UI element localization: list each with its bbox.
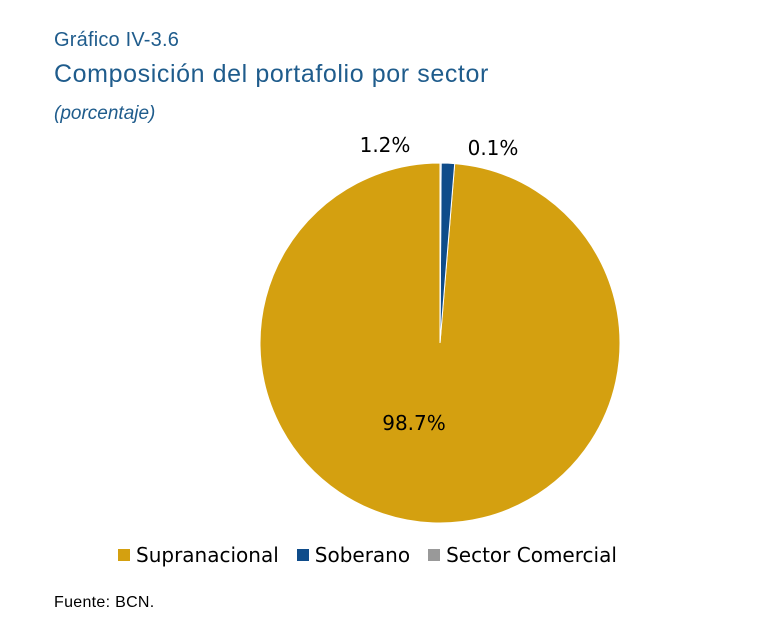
chart-title: Composición del portafolio por sector <box>54 60 489 88</box>
legend: Supranacional Soberano Sector Comercial <box>118 543 635 567</box>
legend-item-supranacional: Supranacional <box>118 543 279 567</box>
pie-slice-sector-comercial <box>439 162 442 344</box>
data-label-supranacional: 98.7% <box>382 411 446 435</box>
chart-subtitle: (porcentaje) <box>54 103 156 124</box>
legend-label-sector-comercial: Sector Comercial <box>446 543 617 567</box>
figure-number: Gráfico IV-3.6 <box>54 29 180 51</box>
data-label-soberano: 1.2% <box>360 133 411 157</box>
source-note: Fuente: BCN. <box>54 594 155 611</box>
legend-item-sector-comercial: Sector Comercial <box>428 543 617 567</box>
legend-swatch-sector-comercial <box>428 549 441 561</box>
legend-label-supranacional: Supranacional <box>136 543 279 567</box>
legend-swatch-soberano <box>296 549 309 561</box>
legend-swatch-supranacional <box>118 549 130 561</box>
legend-label-soberano: Soberano <box>314 543 411 567</box>
data-label-sector-comercial: 0.1% <box>468 136 519 160</box>
legend-item-soberano: Soberano <box>296 543 411 567</box>
